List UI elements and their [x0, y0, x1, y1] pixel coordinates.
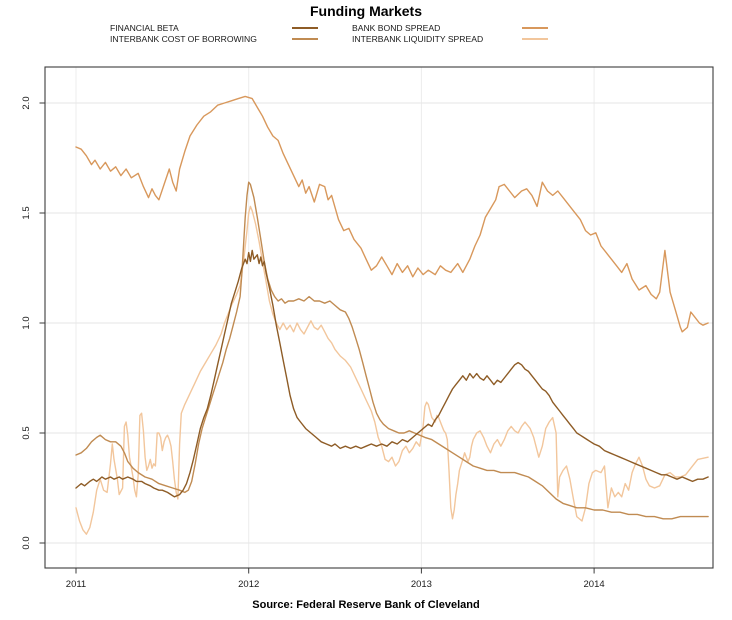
- svg-text:0.5: 0.5: [21, 426, 32, 439]
- legend-label-interbank-cost-of-borrowing: INTERBANK COST OF BORROWING: [110, 34, 257, 44]
- svg-text:2013: 2013: [411, 579, 432, 590]
- legend-line-bank-bond-spread: [522, 27, 548, 29]
- svg-text:1.5: 1.5: [21, 206, 32, 219]
- chart-title: Funding Markets: [309, 3, 422, 19]
- svg-text:1.0: 1.0: [21, 316, 32, 329]
- legend-line-interbank-cost-of-borrowing: [292, 38, 318, 40]
- legend-line-interbank-liquidity-spread: [522, 38, 548, 40]
- legend-label-interbank-liquidity-spread: INTERBANK LIQUIDITY SPREAD: [352, 34, 484, 44]
- source-caption: Source: Federal Reserve Bank of Clevelan…: [252, 599, 480, 611]
- legend-line-financial-beta: [292, 27, 318, 29]
- svg-text:2011: 2011: [66, 579, 86, 590]
- svg-text:2.0: 2.0: [21, 96, 32, 109]
- svg-text:0.0: 0.0: [21, 536, 32, 549]
- legend-label-financial-beta: FINANCIAL BETA: [110, 23, 179, 33]
- svg-text:2012: 2012: [238, 579, 259, 590]
- legend-label-bank-bond-spread: BANK BOND SPREAD: [352, 23, 441, 33]
- svg-text:2014: 2014: [584, 579, 605, 590]
